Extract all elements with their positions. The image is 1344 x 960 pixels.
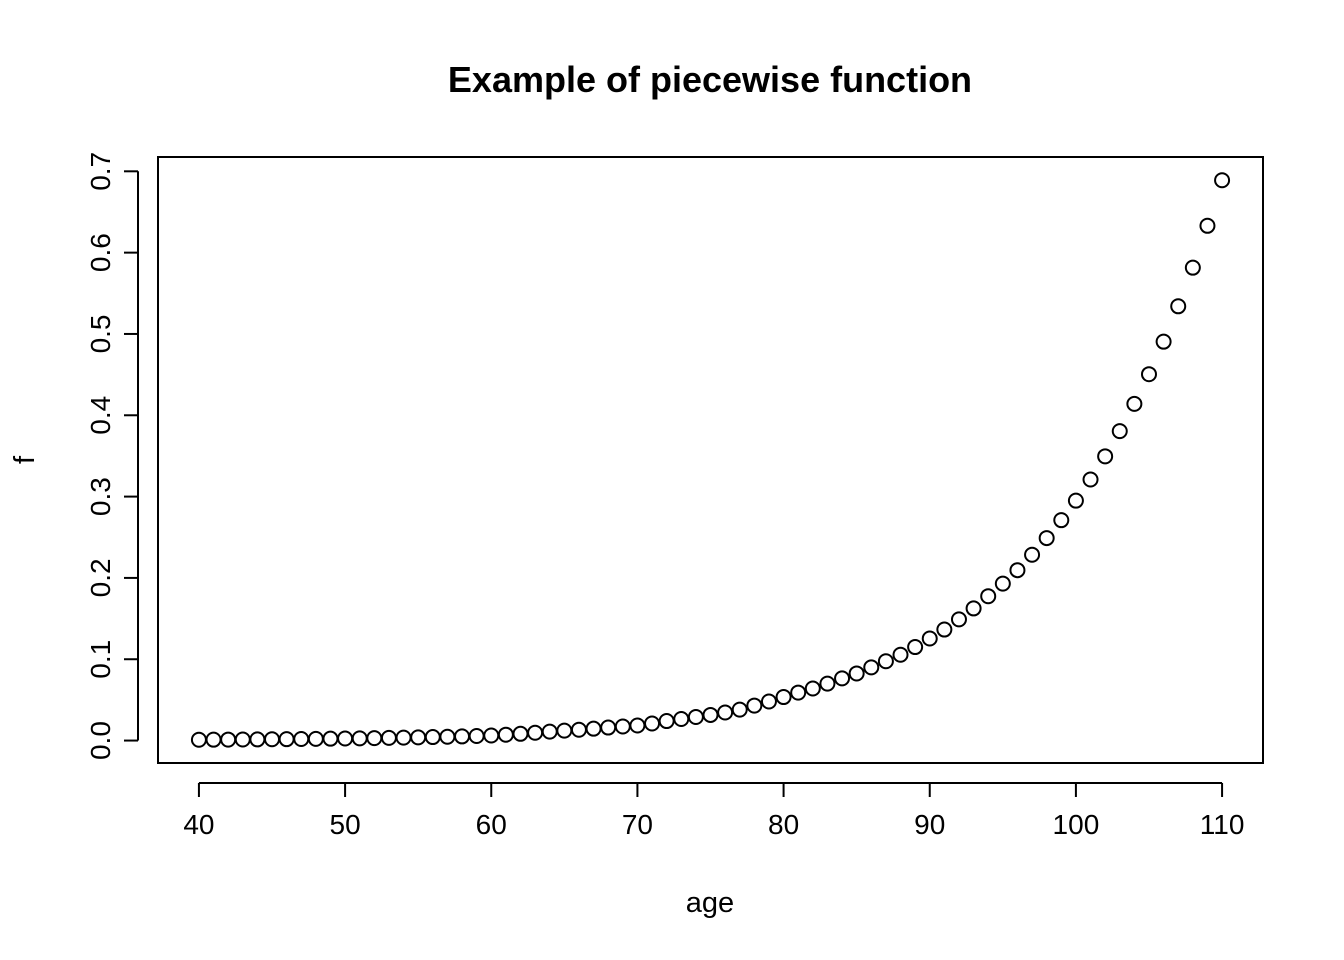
- data-point: [1170, 298, 1187, 315]
- data-point: [512, 725, 529, 742]
- data-point: [264, 731, 281, 748]
- data-point: [556, 722, 573, 739]
- x-tick-label: 40: [183, 809, 214, 840]
- data-point: [1184, 259, 1201, 276]
- data-point: [629, 717, 646, 734]
- y-tick-label: 0.3: [85, 477, 116, 516]
- x-tick-label: 50: [330, 809, 361, 840]
- data-point: [921, 630, 938, 647]
- x-tick-label: 80: [768, 809, 799, 840]
- data-point: [497, 726, 514, 743]
- data-point: [351, 730, 368, 747]
- data-point: [293, 731, 310, 748]
- data-point: [278, 731, 295, 748]
- data-point: [1111, 423, 1128, 440]
- data-point: [673, 711, 690, 728]
- data-point: [307, 730, 324, 747]
- data-point: [746, 697, 763, 714]
- data-point: [322, 730, 339, 747]
- chart-title: Example of piecewise function: [448, 59, 972, 100]
- data-point: [658, 713, 675, 730]
- x-axis: 40 50 60 70 80 90 100 110: [183, 782, 1245, 840]
- data-point: [395, 729, 412, 746]
- data-point: [1009, 562, 1026, 579]
- data-point: [936, 621, 953, 638]
- data-point: [907, 639, 924, 656]
- x-tick-label: 60: [476, 809, 507, 840]
- data-point: [366, 730, 383, 747]
- data-point: [731, 701, 748, 718]
- data-point: [1126, 395, 1143, 412]
- y-tick-label: 0.0: [85, 721, 116, 760]
- data-point: [190, 731, 207, 748]
- data-point: [483, 727, 500, 744]
- data-point: [950, 611, 967, 628]
- data-point: [410, 729, 427, 746]
- y-axis-label: f: [9, 455, 41, 464]
- data-point: [760, 693, 777, 710]
- data-point: [1214, 172, 1231, 189]
- x-tick-label: 70: [622, 809, 653, 840]
- data-point: [877, 653, 894, 670]
- data-point: [804, 680, 821, 697]
- data-point: [541, 723, 558, 740]
- data-point: [585, 720, 602, 737]
- y-axis: 0.0 0.1 0.2 0.3 0.4 0.5 0.6 0.7: [85, 152, 139, 760]
- data-point: [863, 659, 880, 676]
- data-point: [614, 718, 631, 735]
- data-point: [717, 704, 734, 721]
- data-point: [1024, 546, 1041, 563]
- data-point: [220, 731, 237, 748]
- x-tick-label: 100: [1053, 809, 1100, 840]
- data-point: [687, 708, 704, 725]
- data-point: [1053, 512, 1070, 529]
- data-points: [190, 172, 1231, 748]
- data-point: [980, 588, 997, 605]
- y-tick-label: 0.4: [85, 396, 116, 435]
- data-point: [1155, 333, 1172, 350]
- data-point: [424, 729, 441, 746]
- x-tick-label: 90: [914, 809, 945, 840]
- data-point: [468, 728, 485, 745]
- data-point: [249, 731, 266, 748]
- data-point: [454, 728, 471, 745]
- y-tick-label: 0.1: [85, 640, 116, 679]
- data-point: [892, 646, 909, 663]
- y-tick-label: 0.5: [85, 314, 116, 353]
- y-tick-label: 0.7: [85, 152, 116, 191]
- data-point: [337, 730, 354, 747]
- y-tick-label: 0.6: [85, 233, 116, 272]
- data-point: [380, 729, 397, 746]
- data-point: [570, 721, 587, 738]
- x-tick-label: 110: [1200, 809, 1245, 840]
- data-point: [527, 724, 544, 741]
- data-point: [834, 670, 851, 687]
- data-point: [702, 706, 719, 723]
- data-point: [1038, 530, 1055, 547]
- plot-frame: [157, 156, 1264, 764]
- y-tick-label: 0.2: [85, 558, 116, 597]
- data-point: [790, 684, 807, 701]
- data-point: [775, 689, 792, 706]
- data-point: [1082, 471, 1099, 488]
- data-point: [994, 575, 1011, 592]
- data-point: [600, 719, 617, 736]
- data-point: [205, 731, 222, 748]
- data-point: [848, 665, 865, 682]
- data-point: [1199, 217, 1216, 234]
- data-point: [234, 731, 251, 748]
- data-point: [1097, 448, 1114, 465]
- data-point: [439, 728, 456, 745]
- data-point: [1140, 366, 1157, 383]
- data-point: [965, 600, 982, 617]
- data-point: [644, 715, 661, 732]
- data-point: [819, 675, 836, 692]
- data-point: [1067, 492, 1084, 509]
- x-axis-label: age: [686, 887, 734, 919]
